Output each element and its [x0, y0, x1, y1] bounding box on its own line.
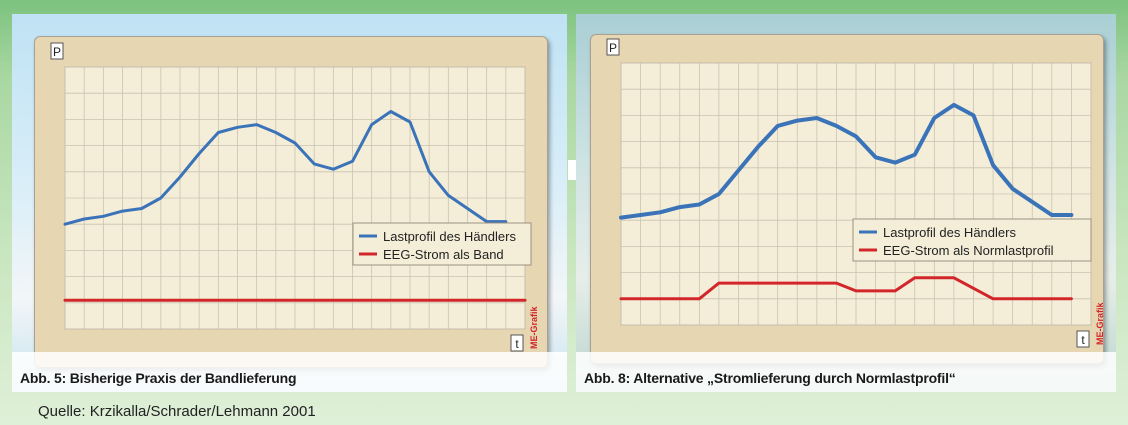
legend-box: [852, 218, 1092, 262]
line-chart-normlastprofil: Pt Lastprofil des Händlers EEG-Strom als N…: [606, 38, 1105, 348]
legend-box: [352, 222, 532, 266]
y-axis-label-frame: [50, 42, 64, 60]
legend: Lastprofil des Händlers EEG-Strom als Ban…: [352, 222, 532, 266]
caption-bar-left: [12, 352, 567, 392]
y-axis-label: P: [609, 41, 617, 55]
legend-label: Lastprofil des Händlers: [383, 229, 516, 244]
x-axis-label-frame: [510, 334, 524, 352]
legend-label: EEG-Strom als Normlastprofil: [883, 243, 1054, 258]
caption-bar-right: [576, 352, 1116, 392]
series-line-lastprofil: [63, 110, 508, 226]
figure-caption-right: Abb. 8: Alternative „Stromlieferung durc…: [584, 370, 956, 386]
y-axis-label-box: P: [50, 42, 64, 60]
grid: [64, 66, 526, 330]
legend-label: EEG-Strom als Band: [383, 247, 504, 262]
series-line-lastprofil: [619, 102, 1074, 220]
x-axis-label: t: [515, 337, 519, 351]
x-axis-label-frame: [1076, 330, 1090, 348]
x-axis-label-box: t: [1076, 330, 1090, 348]
legend-label: Lastprofil des Händlers: [883, 225, 1016, 240]
figure-caption-left: Abb. 5: Bisherige Praxis der Bandlieferu…: [20, 370, 297, 386]
panel-divider: [568, 160, 576, 180]
y-axis-label-box: P: [606, 38, 620, 56]
source-citation: Quelle: Krzikalla/Schrader/Lehmann 2001: [38, 403, 316, 420]
x-axis-label: t: [1081, 333, 1085, 347]
x-axis-label-box: t: [510, 334, 524, 352]
grafik-credit: ME-Grafik: [529, 305, 539, 349]
line-chart-bandlieferung: Pt Lastprofil des Händlers EEG-Strom als B…: [50, 42, 539, 352]
y-axis-label: P: [53, 45, 61, 59]
series-line-eeg-strom: [619, 276, 1073, 301]
y-axis-label-frame: [606, 38, 620, 56]
grafik-credit: ME-Grafik: [1095, 301, 1103, 345]
legend: Lastprofil des Händlers EEG-Strom als Nor…: [852, 218, 1092, 262]
